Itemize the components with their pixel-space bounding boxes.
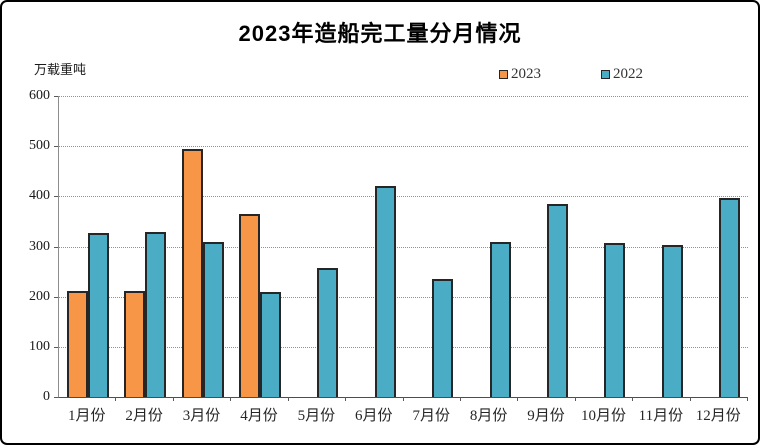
x-tick-label-12: 12月份	[695, 408, 741, 424]
legend-item-2022: 2022	[601, 66, 643, 83]
x-tick-label-8: 8月份	[469, 408, 508, 424]
y-tick-label-500: 500	[29, 138, 50, 154]
y-tick-mark	[54, 196, 58, 198]
x-tick-label-9: 9月份	[527, 408, 565, 424]
x-tick-mark	[632, 397, 634, 401]
x-tick-mark	[345, 397, 347, 401]
bar-2022-month-4	[259, 292, 281, 397]
x-tick-label-4: 4月份	[240, 408, 278, 424]
bar-2023-month-3	[181, 149, 203, 397]
bar-2022-month-7	[432, 279, 454, 397]
y-tick-label-600: 600	[29, 88, 50, 103]
gridline-200	[59, 296, 748, 298]
bar-2022-month-8	[489, 242, 511, 397]
y-tick-mark	[54, 296, 58, 298]
x-tick-mark	[517, 397, 519, 401]
y-tick-mark	[54, 96, 58, 97]
gridline-300	[59, 246, 748, 248]
x-tick-mark	[459, 397, 461, 401]
gridline-500	[59, 146, 748, 148]
gridline-400	[59, 196, 748, 198]
x-tick-label-1: 1月份	[67, 408, 106, 424]
x-tick-mark	[747, 397, 748, 401]
y-axis-unit-label: 万载重吨	[34, 62, 87, 77]
y-tick-label-300: 300	[29, 238, 50, 254]
x-tick-label-2: 2月份	[125, 408, 163, 424]
bar-2023-month-4	[238, 213, 260, 397]
x-tick-label-11: 11月份	[638, 408, 684, 424]
y-tick-label-400: 400	[29, 188, 50, 204]
x-tick-label-10: 10月份	[580, 408, 626, 424]
legend: 2023 2022	[499, 66, 643, 83]
x-tick-mark	[574, 397, 576, 401]
bar-2023-month-2	[124, 291, 146, 397]
legend-label-2022: 2022	[613, 66, 643, 82]
x-tick-mark	[402, 397, 404, 401]
x-tick-mark	[287, 397, 289, 401]
plot-area	[58, 96, 748, 398]
gridline-100	[59, 346, 748, 348]
bar-2022-month-9	[547, 203, 569, 397]
x-tick-mark	[689, 397, 691, 401]
x-tick-mark	[115, 397, 117, 401]
y-tick-label-0: 0	[43, 389, 50, 404]
x-tick-label-6: 6月份	[355, 408, 393, 424]
bar-2022-month-5	[317, 268, 339, 397]
x-tick-label-3: 3月份	[182, 408, 221, 424]
bar-2023-month-1	[66, 291, 88, 397]
y-tick-mark	[54, 146, 58, 148]
legend-item-2023: 2023	[499, 66, 541, 83]
legend-label-2023: 2023	[511, 66, 541, 82]
y-tick-mark	[54, 246, 58, 248]
bar-2022-month-3	[202, 242, 224, 397]
legend-swatch-2022-icon	[601, 70, 610, 79]
y-tick-label-100: 100	[29, 338, 50, 354]
legend-swatch-2023-icon	[499, 70, 508, 79]
x-tick-mark	[172, 397, 174, 401]
y-tick-label-200: 200	[29, 288, 50, 304]
chart-title: 2023年造船完工量分月情况	[238, 21, 522, 46]
bar-2022-month-2	[145, 232, 167, 397]
gridline-600	[59, 96, 748, 97]
x-tick-label-5: 5月份	[297, 408, 336, 424]
bar-2022-month-11	[661, 244, 683, 397]
bar-2022-month-12	[719, 198, 741, 397]
x-tick-label-7: 7月份	[412, 408, 450, 424]
bar-2022-month-6	[374, 185, 396, 397]
x-tick-mark	[230, 397, 232, 401]
bar-2022-month-1	[87, 232, 109, 397]
bar-2022-month-10	[604, 242, 626, 397]
y-tick-mark	[54, 397, 58, 398]
y-tick-mark	[54, 346, 58, 348]
